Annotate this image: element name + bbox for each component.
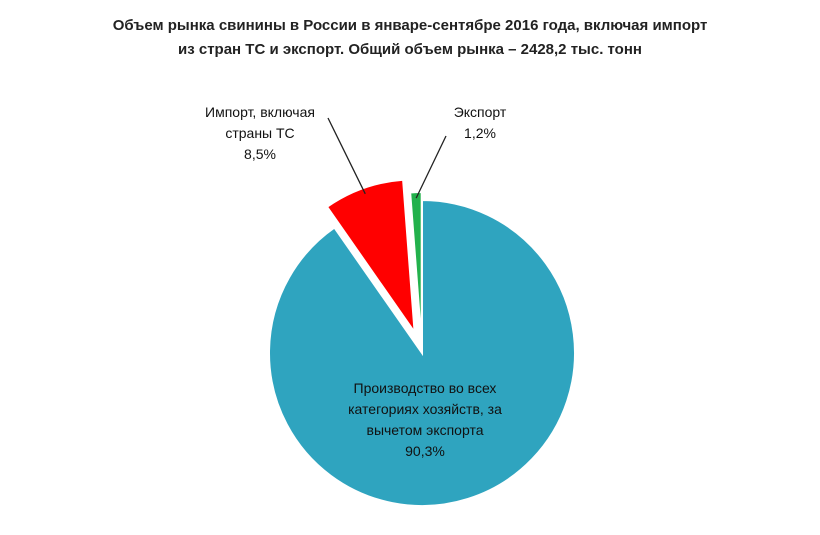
slice-label-production-line-1: Производство во всех xyxy=(353,380,497,396)
slice-label-production-value: 90,3% xyxy=(405,443,445,459)
chart-title: Объем рынка свинины в России в январе-се… xyxy=(0,14,820,62)
slice-label-export: Экспорт 1,2% xyxy=(430,102,530,144)
pie-slice-export xyxy=(409,191,423,346)
pie-slice-import xyxy=(325,178,416,336)
slice-label-export-value: 1,2% xyxy=(464,125,496,141)
pie-slice-production xyxy=(268,198,576,507)
slice-label-import-line-2: страны ТС xyxy=(225,125,295,141)
slice-label-production: Производство во всех категориях хозяйств… xyxy=(330,378,520,462)
leader-line-export xyxy=(415,135,447,199)
slice-label-import-value: 8,5% xyxy=(244,146,276,162)
chart-title-line-2: из стран ТС и экспорт. Общий объем рынка… xyxy=(178,41,642,58)
slice-label-export-name: Экспорт xyxy=(453,104,507,120)
slice-label-import-line-1: Импорт, включая xyxy=(205,104,315,120)
leader-line-import xyxy=(327,117,366,195)
slice-label-production-line-3: вычетом экспорта xyxy=(366,422,484,438)
chart-title-line-1: Объем рынка свинины в России в январе-се… xyxy=(112,17,708,34)
slice-label-import: Импорт, включая страны ТС 8,5% xyxy=(180,102,340,165)
slice-label-production-line-2: категориях хозяйств, за xyxy=(348,401,502,417)
